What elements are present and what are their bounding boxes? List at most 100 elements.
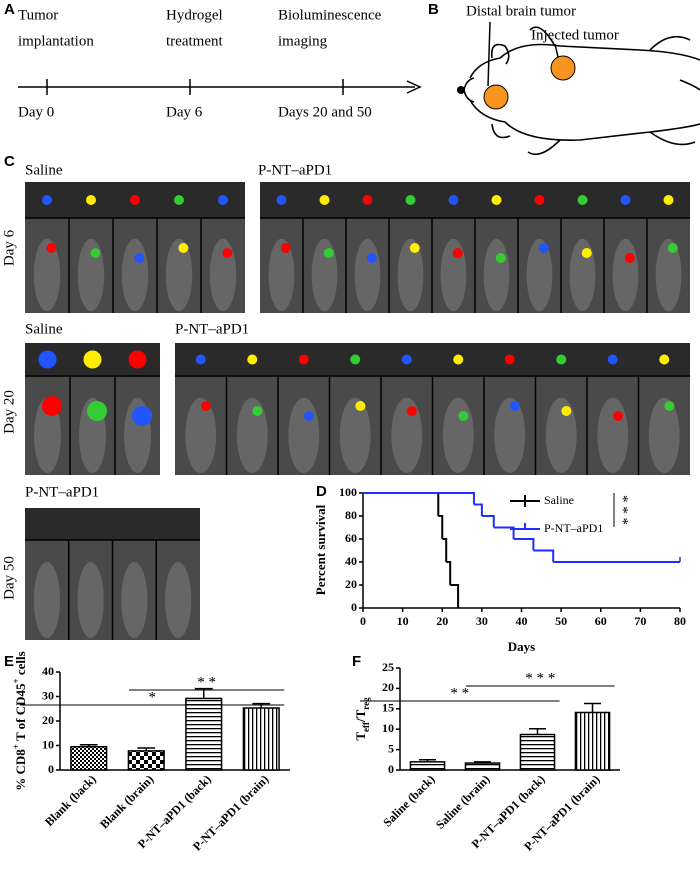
signal xyxy=(247,354,258,365)
y-tick-label: 40 xyxy=(42,664,54,678)
injected-tumor xyxy=(550,55,576,81)
pointer xyxy=(487,21,491,87)
bar xyxy=(464,762,501,771)
signal xyxy=(453,354,464,365)
mouse-body xyxy=(648,397,680,474)
signal xyxy=(218,195,228,205)
error-bar xyxy=(583,702,602,713)
panel-label: C xyxy=(4,153,15,170)
signal xyxy=(624,253,635,263)
x-tick-label: Blank (back) xyxy=(42,772,99,829)
mouse-body xyxy=(494,397,526,474)
survival-step xyxy=(513,538,535,551)
legend-label: Saline xyxy=(544,493,574,507)
mouse-body xyxy=(33,238,61,312)
mouse-body xyxy=(165,238,193,312)
signal xyxy=(452,248,463,258)
row-day: Day 50 xyxy=(1,556,17,600)
y-tick-label: 100 xyxy=(339,485,357,499)
bar xyxy=(127,750,165,771)
image-top xyxy=(25,508,200,540)
y-axis-label-part: % CD8 xyxy=(13,749,28,791)
mouse-body xyxy=(440,238,467,312)
error-bar xyxy=(252,702,271,709)
signal xyxy=(252,406,263,416)
x-tick-label: 70 xyxy=(634,614,646,628)
y-tick-label: 40 xyxy=(345,554,357,568)
signal xyxy=(534,195,545,205)
signal xyxy=(42,195,52,205)
signal xyxy=(87,401,107,421)
y-axis-label-part: T of CD45 xyxy=(13,683,28,744)
group-label: Saline xyxy=(25,162,63,178)
event-label: implantation xyxy=(18,33,94,49)
mouse-body xyxy=(268,238,295,312)
signal xyxy=(42,396,62,416)
survival-step xyxy=(493,526,515,539)
signal xyxy=(561,406,572,416)
signal xyxy=(581,248,592,258)
mouse-body xyxy=(121,562,148,638)
schematic-label: Injected tumor xyxy=(531,27,619,43)
mouse-body xyxy=(77,238,105,312)
row-day: Day 6 xyxy=(1,229,17,266)
x-tick-label: 40 xyxy=(516,614,528,628)
y-tick-label: 15 xyxy=(382,701,394,715)
mouse-body xyxy=(288,397,320,474)
signal xyxy=(83,350,102,369)
legend-label: P-NT–aPD1 xyxy=(544,521,603,535)
image-top xyxy=(260,182,690,218)
survival-step xyxy=(442,538,448,562)
x-tick-label: 10 xyxy=(397,614,409,628)
signal xyxy=(607,354,618,365)
signal xyxy=(86,195,96,205)
mouse-body xyxy=(483,238,510,312)
survival-step xyxy=(533,549,555,562)
event-day: Day 6 xyxy=(166,104,203,120)
mouse-body xyxy=(397,238,424,312)
error-bar xyxy=(473,761,492,764)
y-tick-label: 30 xyxy=(42,688,54,702)
panel-label: E xyxy=(4,653,14,670)
signal xyxy=(401,354,412,365)
signal xyxy=(132,406,152,426)
survival-step xyxy=(446,561,452,585)
survival-step xyxy=(473,503,483,516)
y-axis-label-part: eff xyxy=(361,721,371,732)
survival-step xyxy=(363,492,475,505)
mouse-body xyxy=(545,397,577,474)
signal xyxy=(38,350,57,369)
signal xyxy=(276,195,287,205)
y-tick-label: 60 xyxy=(345,531,357,545)
event-day: Day 0 xyxy=(18,104,54,120)
y-tick-label: 0 xyxy=(351,600,357,614)
significance: * * xyxy=(197,674,216,690)
survival-step xyxy=(481,515,495,528)
y-axis-label-part: cells xyxy=(13,651,28,678)
event-label: Bioluminescence xyxy=(278,7,382,23)
y-axis-label-part: T xyxy=(353,732,368,741)
group-label: P-NT–aPD1 xyxy=(25,484,99,500)
bar xyxy=(574,711,611,771)
signal xyxy=(556,354,567,365)
signal xyxy=(659,354,670,365)
mouse-body xyxy=(442,397,474,474)
x-tick-label: Saline (back) xyxy=(380,772,437,829)
x-tick-label: Blank (brain) xyxy=(97,772,156,831)
x-tick-label: 20 xyxy=(436,614,448,628)
signal xyxy=(222,248,233,258)
signal xyxy=(366,253,377,263)
significance: * * * xyxy=(615,495,631,525)
mouse-body xyxy=(569,238,596,312)
mouse-body xyxy=(165,562,192,638)
y-tick-label: 20 xyxy=(345,577,357,591)
panel-label: B xyxy=(428,1,439,18)
signal xyxy=(448,195,459,205)
signal xyxy=(298,354,309,365)
group-label: P-NT–aPD1 xyxy=(258,162,332,178)
mouse-body xyxy=(121,238,149,312)
significance: * * xyxy=(450,685,469,701)
signal xyxy=(495,253,506,263)
y-axis-label-part: + xyxy=(11,744,21,749)
